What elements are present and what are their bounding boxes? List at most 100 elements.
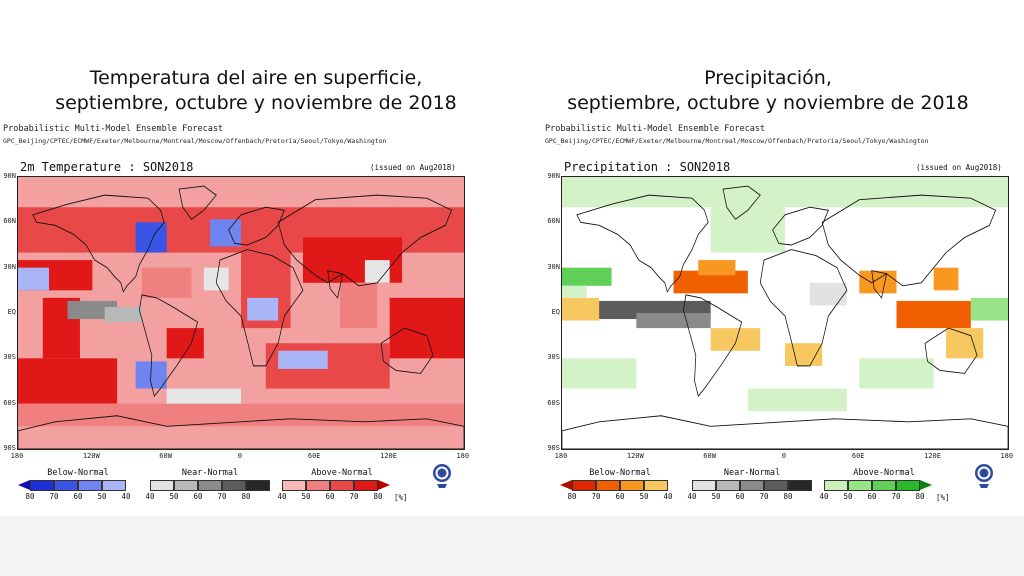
legend-swatch bbox=[330, 480, 354, 491]
legend-tick-label: 70 bbox=[349, 492, 359, 501]
probability-region bbox=[562, 358, 637, 389]
coastline bbox=[215, 249, 304, 367]
coastline bbox=[562, 415, 1008, 449]
probability-region bbox=[278, 350, 328, 369]
probability-region bbox=[946, 328, 984, 359]
lat-tick-label: 60N bbox=[547, 217, 560, 226]
legend-swatch bbox=[596, 480, 620, 491]
legend-colorbar bbox=[150, 480, 270, 491]
legend-colorbar bbox=[692, 480, 812, 491]
legend-title: Above-Normal bbox=[311, 468, 373, 478]
variable-title: Precipitation : SON2018 bbox=[564, 160, 731, 174]
coastline bbox=[18, 415, 464, 449]
lat-tick-label: 90S bbox=[3, 443, 16, 452]
probability-region bbox=[933, 267, 959, 291]
coastline bbox=[277, 194, 453, 287]
legend-swatch bbox=[306, 480, 330, 491]
probability-region bbox=[135, 222, 167, 253]
legend-tick-label: 60 bbox=[325, 492, 335, 501]
lon-tick-label: 180 bbox=[554, 452, 568, 460]
legend-swatch bbox=[644, 480, 668, 491]
legend-unit: [%] bbox=[936, 493, 950, 502]
legend-tick-label: 50 bbox=[97, 492, 107, 501]
legend-tick-label: 40 bbox=[277, 492, 287, 501]
lat-tick-label: 30S bbox=[547, 353, 560, 362]
wmo-logo-icon bbox=[433, 464, 451, 488]
legend-tick-label: 40 bbox=[145, 492, 155, 501]
legend-ticks: 40 50 60 70 80 bbox=[819, 491, 944, 501]
legend-colorbar bbox=[560, 480, 680, 491]
probability-region bbox=[203, 267, 229, 291]
issued-date: (issued on Aug2018) bbox=[370, 163, 456, 172]
legend-ticks: 40 50 60 70 80 bbox=[687, 491, 812, 501]
precipitation-title-line2: septiembre, octubre y noviembre de 2018 bbox=[567, 92, 969, 114]
lat-tick-label: 30S bbox=[3, 353, 16, 362]
lon-tick-label: 0 bbox=[237, 452, 242, 460]
legend-arrow bbox=[920, 480, 932, 490]
probability-region bbox=[747, 388, 847, 412]
probability-region bbox=[562, 177, 1008, 208]
lon-tick-label: 60W bbox=[703, 452, 716, 460]
legend-title: Near-Normal bbox=[723, 468, 781, 478]
legend-tick-label: 80 bbox=[25, 492, 35, 501]
legend-swatch bbox=[716, 480, 740, 491]
temperature-map bbox=[17, 176, 465, 450]
probability-region bbox=[18, 267, 49, 291]
lon-tick-label: 120W bbox=[82, 452, 100, 460]
legend-swatch bbox=[102, 480, 126, 491]
probability-region bbox=[18, 358, 118, 404]
coastline bbox=[722, 185, 761, 220]
legend-ticks: 80 70 60 50 40 bbox=[560, 491, 680, 501]
legend-swatch bbox=[740, 480, 764, 491]
legend-title: Near-Normal bbox=[181, 468, 239, 478]
legend-tick-label: 80 bbox=[241, 492, 251, 501]
temperature-title-line2: septiembre, octubre y noviembre de 2018 bbox=[55, 92, 457, 114]
legend-tick-label: 70 bbox=[759, 492, 769, 501]
legend-tick-label: 40 bbox=[663, 492, 673, 501]
coastline bbox=[576, 194, 709, 293]
ensemble-label: Probabilistic Multi-Model Ensemble Forec… bbox=[3, 124, 224, 134]
probability-region bbox=[364, 260, 390, 283]
legend-unit: [%] bbox=[394, 493, 408, 502]
lat-tick-label: 30N bbox=[3, 262, 16, 271]
legend-tick-label: 80 bbox=[373, 492, 383, 501]
legend-arrow bbox=[378, 480, 390, 490]
probability-region bbox=[340, 282, 378, 329]
legend-swatch bbox=[282, 480, 306, 491]
probability-region bbox=[562, 285, 587, 298]
coastline bbox=[327, 270, 344, 299]
legend-tick-label: 70 bbox=[217, 492, 227, 501]
legend-tick-label: 40 bbox=[687, 492, 697, 501]
legend-swatch bbox=[764, 480, 788, 491]
lon-tick-label: 120W bbox=[626, 452, 644, 460]
legend-tick-label: 40 bbox=[121, 492, 131, 501]
lat-tick-label: 60N bbox=[3, 217, 16, 226]
probability-region bbox=[104, 306, 142, 323]
legend-tick-label: 50 bbox=[169, 492, 179, 501]
coastline bbox=[683, 294, 743, 397]
probability-region bbox=[785, 343, 823, 366]
coastline bbox=[821, 194, 997, 287]
temperature-title-line1: Temperatura del aire en superficie, bbox=[89, 67, 423, 89]
coastline bbox=[178, 185, 217, 220]
temperature-title: Temperatura del aire en superficie, sept… bbox=[0, 66, 512, 116]
legend-swatch bbox=[54, 480, 78, 491]
legend-tick-label: 60 bbox=[867, 492, 877, 501]
coastline bbox=[139, 294, 199, 397]
probability-region bbox=[710, 328, 761, 351]
legend-swatch bbox=[150, 480, 174, 491]
legend-group: Above-Normal 40 50 60 70 80 bbox=[277, 468, 402, 501]
lat-tick-label: 90N bbox=[3, 172, 16, 180]
legend-ticks: 40 50 60 70 80 bbox=[277, 491, 402, 501]
legend-swatch bbox=[174, 480, 198, 491]
probability-region bbox=[562, 297, 600, 321]
legend-colorbar bbox=[824, 480, 944, 491]
coastline bbox=[924, 327, 978, 374]
legend-tick-label: 80 bbox=[567, 492, 577, 501]
legend-arrow bbox=[560, 480, 572, 490]
ensemble-label: Probabilistic Multi-Model Ensemble Forec… bbox=[545, 124, 766, 134]
legend-tick-label: 50 bbox=[843, 492, 853, 501]
legend-tick-label: 80 bbox=[915, 492, 925, 501]
lat-tick-label: EQ bbox=[551, 307, 560, 316]
probability-region bbox=[710, 207, 785, 253]
